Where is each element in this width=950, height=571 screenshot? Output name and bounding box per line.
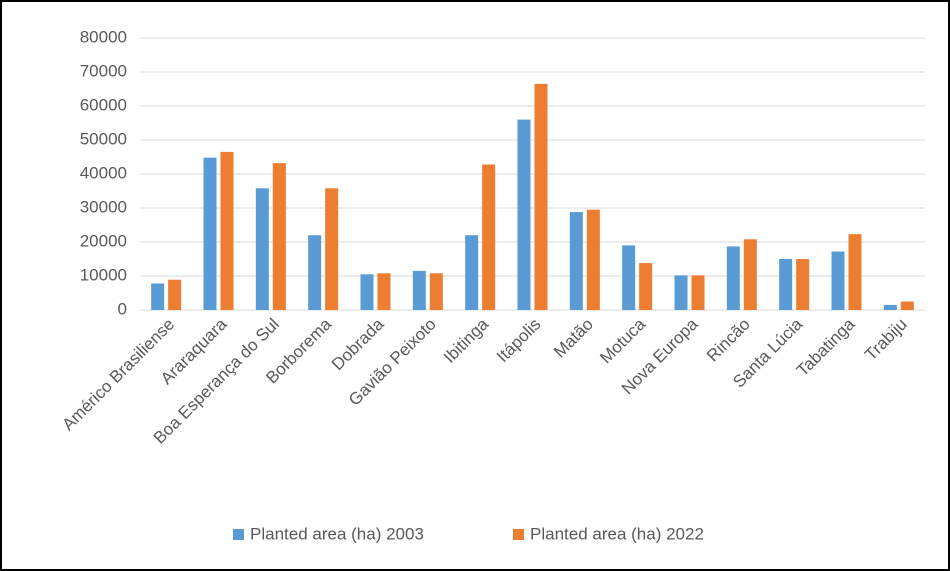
bar (900, 301, 914, 310)
bar (534, 83, 548, 311)
bar (796, 259, 810, 310)
y-tick-label: 20000 (80, 231, 127, 250)
x-tick-label: Matão (550, 315, 597, 362)
bar (848, 234, 862, 310)
y-tick-label: 30000 (80, 197, 127, 216)
bar (272, 163, 286, 310)
bar (883, 304, 897, 310)
legend-label: Planted area (ha) 2022 (530, 524, 704, 543)
y-tick-label: 70000 (80, 61, 127, 80)
x-tick-label: Rincão (703, 315, 754, 366)
legend-swatch (513, 529, 524, 540)
bar (586, 209, 600, 310)
y-tick-label: 0 (118, 299, 127, 318)
y-tick-label: 10000 (80, 265, 127, 284)
bar (726, 246, 740, 310)
bar (622, 245, 636, 310)
bar (412, 270, 426, 310)
bar (743, 239, 757, 310)
x-tick-label: Itápolis (493, 315, 545, 367)
bar (482, 164, 496, 310)
bar (377, 273, 391, 310)
bar (691, 275, 705, 310)
bar (779, 259, 793, 310)
y-tick-label: 80000 (80, 27, 127, 46)
bar (203, 157, 217, 310)
bar (360, 274, 374, 310)
y-tick-label: 60000 (80, 95, 127, 114)
bar (569, 212, 583, 310)
y-tick-label: 50000 (80, 129, 127, 148)
bar (255, 188, 269, 310)
bar (429, 273, 443, 310)
bar (308, 235, 322, 310)
bar (517, 119, 531, 310)
bar (220, 151, 234, 310)
x-tick-label: Ibitinga (440, 314, 493, 367)
legend-swatch (233, 529, 244, 540)
y-tick-label: 40000 (80, 163, 127, 182)
bar (639, 263, 653, 310)
x-tick-label: Tabatinga (793, 314, 859, 380)
bar (831, 251, 845, 310)
x-tick-label: Motuca (596, 314, 649, 367)
x-tick-label: Trabiju (861, 315, 911, 365)
bar (325, 188, 339, 310)
bar (151, 283, 165, 310)
bar (168, 279, 182, 310)
bar (674, 275, 688, 310)
bar (465, 235, 479, 310)
legend-label: Planted area (ha) 2003 (250, 524, 424, 543)
